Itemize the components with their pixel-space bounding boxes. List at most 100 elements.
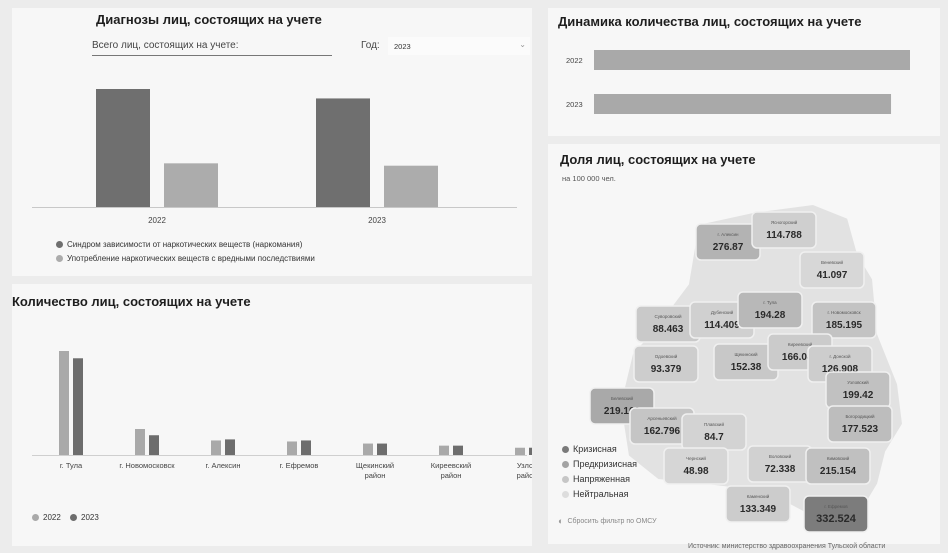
- legend-dot: [56, 241, 63, 248]
- x-tick-label: Узловрайон: [517, 461, 532, 480]
- legend-dot: [562, 490, 569, 498]
- bar-2023-1[interactable]: [149, 435, 159, 455]
- region-map: г. Алексин 276.87 Ясногорский 114.788 Веневс…: [589, 202, 905, 533]
- legend-label: Напряженная: [573, 474, 631, 484]
- legend-dot: [562, 445, 569, 453]
- diagnoses-title: Диагнозы лиц, состоящих на учете: [96, 12, 322, 27]
- reset-filter-button[interactable]: ◐ Сбросить фильтр по ОМСУ: [558, 516, 657, 526]
- x-tick-label: г. Алексин: [206, 461, 241, 470]
- bar-2022-5[interactable]: [439, 445, 449, 455]
- bar-2023-2[interactable]: [225, 439, 235, 455]
- region-name: Суворовский: [655, 313, 682, 319]
- region-name: Дубенский: [711, 309, 734, 315]
- region-19[interactable]: [725, 485, 791, 523]
- share-legend-item-tense[interactable]: Напряженная: [562, 474, 630, 484]
- diagnoses-panel: Диагнозы лиц, состоящих на учете Всего л…: [12, 8, 532, 276]
- region-value: 84.7: [704, 432, 724, 443]
- legend-dot: [32, 514, 39, 521]
- bar-2022-2[interactable]: [211, 440, 221, 455]
- region-2[interactable]: [799, 251, 865, 289]
- bar-2022-2[interactable]: [164, 163, 218, 207]
- legend-label: Кризисная: [573, 444, 617, 454]
- region-value: 199.42: [843, 390, 874, 401]
- region-value: 185.195: [826, 320, 863, 331]
- bar-2023-3[interactable]: [301, 440, 311, 455]
- bar-2022-6[interactable]: [515, 447, 525, 455]
- bar-2022-0[interactable]: [59, 351, 69, 455]
- share-panel: Доля лиц, состоящих на учете на 100 000 …: [548, 144, 940, 544]
- diagnoses-legend-item-2[interactable]: Употребление наркотических веществ с вре…: [56, 254, 315, 263]
- region-name: Каменский: [747, 493, 770, 499]
- bar-2023-4[interactable]: [377, 443, 387, 455]
- region-value: 215.154: [820, 466, 857, 477]
- region-name: г. Донской: [830, 353, 851, 359]
- count-title: Количество лиц, состоящих на учете: [12, 294, 251, 309]
- bar-2023-1[interactable]: [316, 98, 370, 207]
- region-name: г. Тула: [763, 300, 777, 305]
- region-value: 332.524: [816, 513, 857, 525]
- year-label: Год:: [361, 40, 380, 51]
- x-tick-label: Щекинский район: [356, 461, 394, 480]
- dynamics-title: Динамика количества лиц, состоящих на уч…: [558, 14, 862, 29]
- region-value: 219.169: [604, 406, 641, 417]
- legend-dot: [562, 475, 569, 483]
- region-7[interactable]: [633, 345, 699, 383]
- region-value: 194.28: [755, 310, 786, 321]
- legend-dot: [562, 460, 569, 468]
- count-legend-item-2022[interactable]: 2022: [32, 513, 61, 522]
- share-legend-item-crisis[interactable]: Кризисная: [562, 444, 617, 454]
- year-value: 2023: [394, 42, 411, 51]
- region-15[interactable]: [827, 405, 893, 443]
- bar-2023-6[interactable]: [529, 447, 532, 455]
- count-chart: г. Тула г. Новомосковск г. Алексин г. Ефрем…: [32, 351, 532, 480]
- year-select[interactable]: 2023 ⌄: [388, 37, 530, 55]
- region-16[interactable]: [663, 447, 729, 485]
- bar-2022-3[interactable]: [287, 441, 297, 455]
- region-1[interactable]: [751, 211, 817, 249]
- region-value: 114.788: [766, 230, 802, 241]
- legend-label: Употребление наркотических веществ с вре…: [67, 254, 315, 263]
- bar-2022[interactable]: [594, 50, 910, 70]
- region-value: 114.409: [704, 320, 740, 331]
- legend-label: Нейтральная: [573, 489, 629, 499]
- bar-2022-4[interactable]: [363, 443, 373, 455]
- share-subtitle: на 100 000 чел.: [562, 174, 616, 183]
- region-name: Богородицкий: [845, 413, 875, 419]
- diagnoses-chart: 2022 2023: [32, 89, 517, 225]
- region-name: Кимовский: [827, 455, 850, 461]
- region-name: г. Алексин: [718, 232, 740, 237]
- region-6[interactable]: [811, 301, 877, 339]
- dynamics-chart: 2022 2023: [566, 50, 910, 114]
- bar-2022-1[interactable]: [135, 429, 145, 455]
- region-value: 126.908: [822, 364, 859, 375]
- region-5[interactable]: [737, 291, 803, 329]
- region-value: 48.98: [683, 466, 708, 477]
- x-tick-label: г. Тула: [60, 461, 83, 470]
- total-underline: [92, 55, 332, 56]
- region-name: Белевский: [611, 395, 634, 401]
- legend-label: Предкризисная: [573, 459, 638, 469]
- region-20[interactable]: [803, 495, 869, 533]
- bar-2023-0[interactable]: [73, 358, 83, 455]
- region-value: 72.338: [765, 464, 796, 475]
- chevron-down-icon: ⌄: [519, 40, 526, 49]
- total-label: Всего лиц, состоящих на учете:: [92, 40, 239, 51]
- bar-2022-1[interactable]: [96, 89, 150, 207]
- bar-2023[interactable]: [594, 94, 892, 114]
- x-tick-label: г. Ефремов: [280, 461, 319, 470]
- diagnoses-legend-item-1[interactable]: Синдром зависимости от наркотических вещ…: [56, 240, 302, 249]
- count-legend-item-2023[interactable]: 2023: [70, 513, 99, 522]
- legend-dot: [56, 255, 63, 262]
- legend-dot: [70, 514, 77, 521]
- region-value: 166.041: [782, 352, 819, 363]
- share-legend-item-neutral[interactable]: Нейтральная: [562, 489, 628, 499]
- share-legend-item-precrisis[interactable]: Предкризисная: [562, 459, 637, 469]
- x-tick-label: г. Новомосковск: [119, 461, 175, 470]
- bar-2023-2[interactable]: [384, 165, 438, 207]
- count-panel: Количество лиц, состоящих на учете г. Ту…: [12, 284, 532, 546]
- region-value: 41.097: [817, 270, 848, 281]
- region-name: Чернский: [686, 455, 706, 461]
- region-18[interactable]: [805, 447, 871, 485]
- bar-2023-5[interactable]: [453, 445, 463, 455]
- x-tick-label: 2023: [368, 216, 386, 225]
